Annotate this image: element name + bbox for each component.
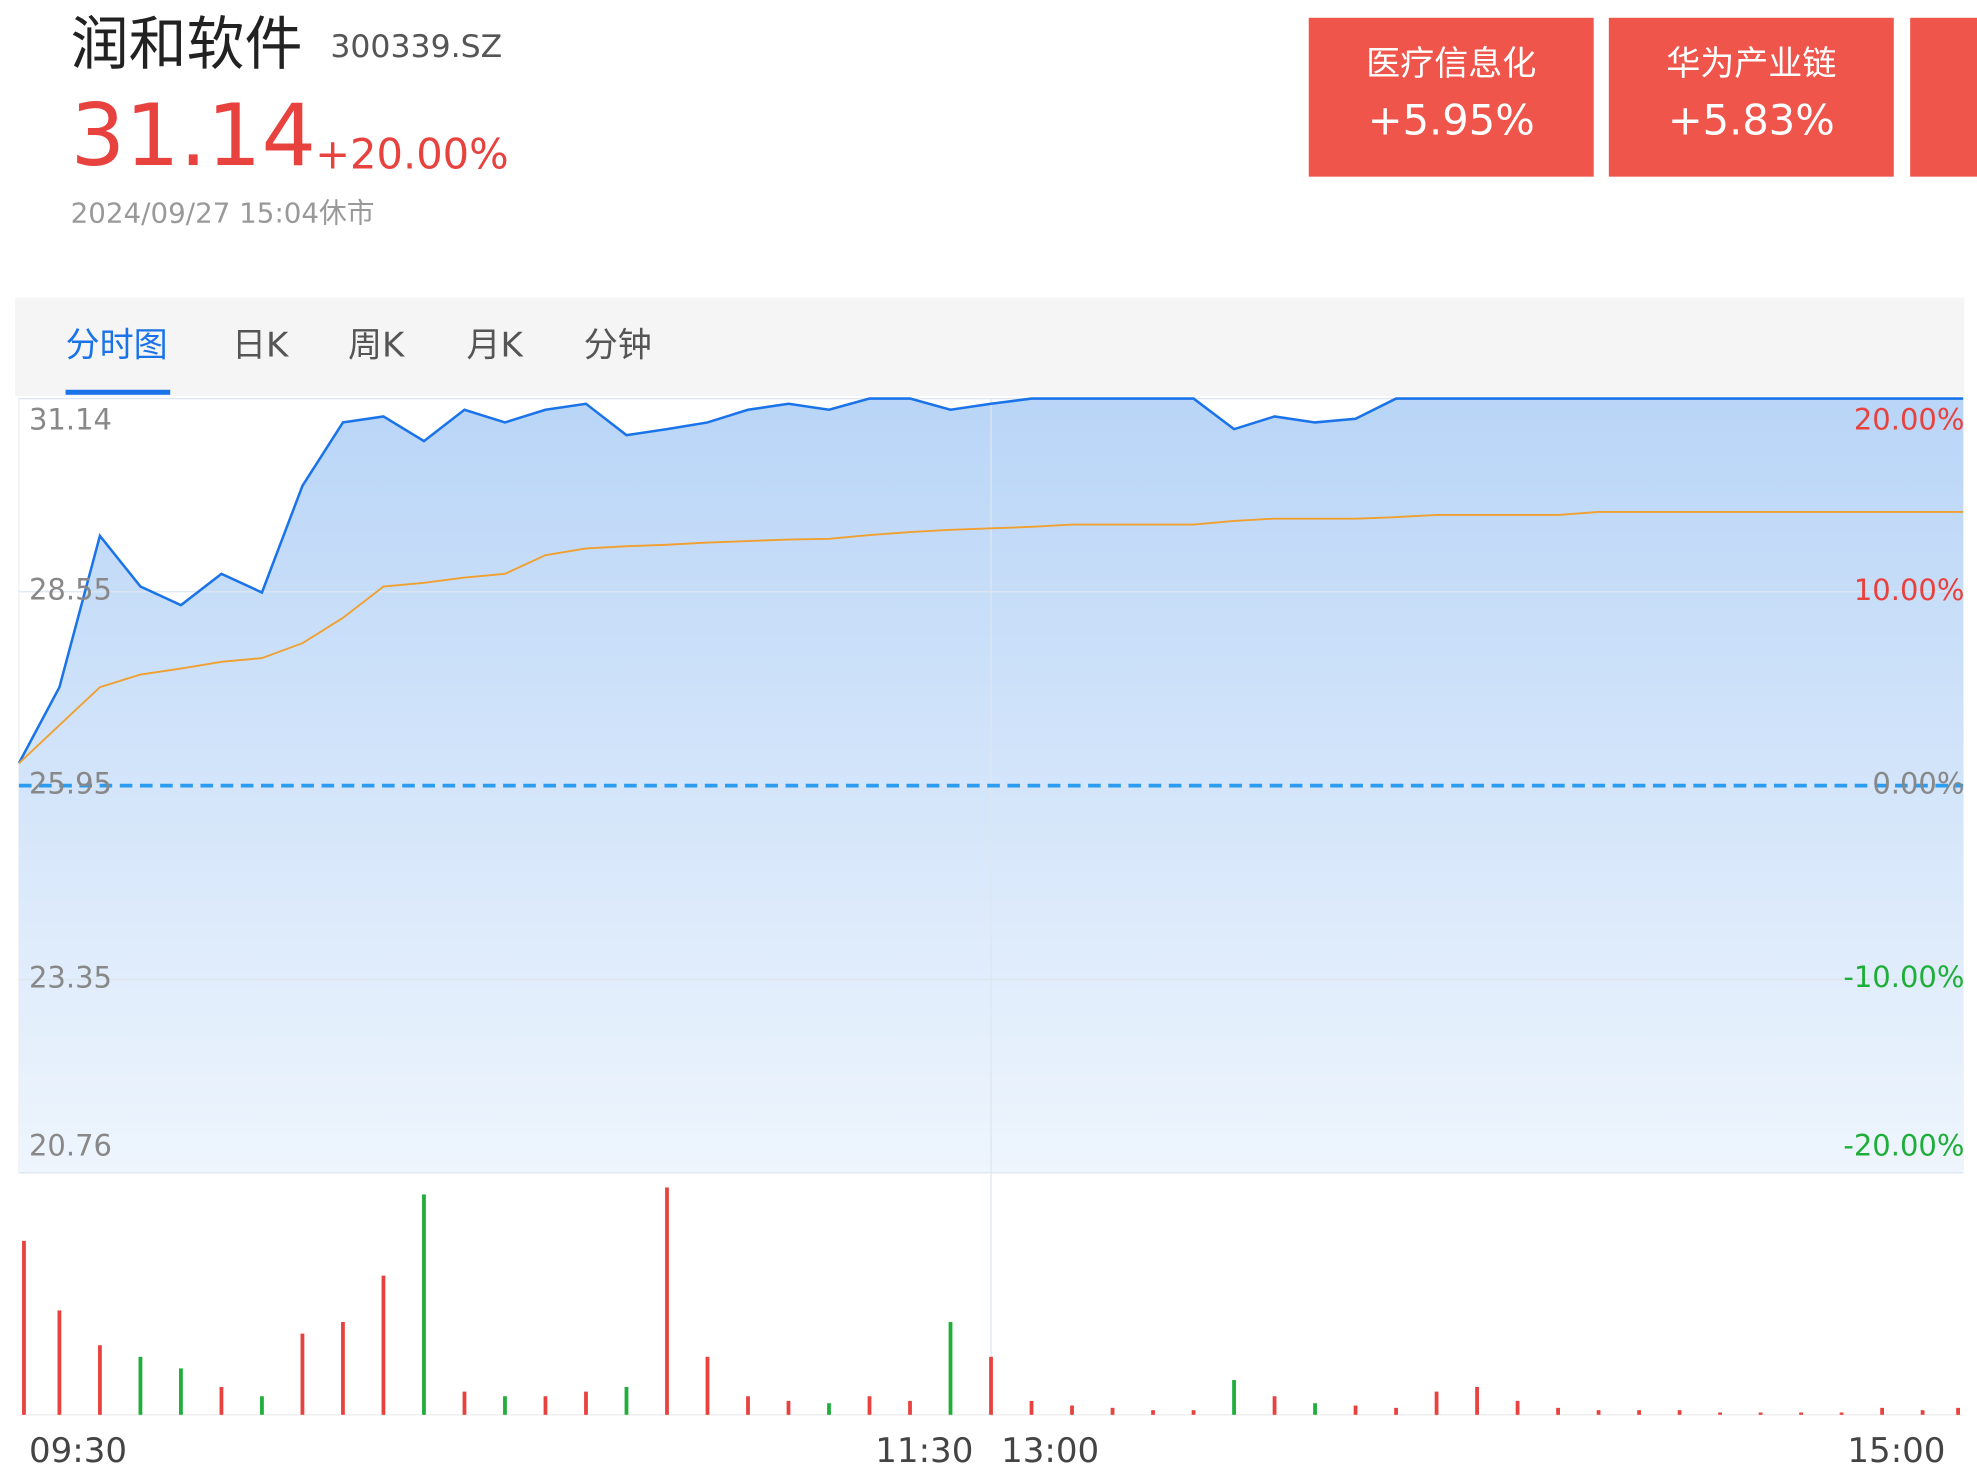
volume-bar — [1880, 1407, 1885, 1415]
tab[interactable]: 分钟 — [584, 325, 652, 365]
volume-bar — [57, 1310, 62, 1415]
volume-bar — [1839, 1412, 1844, 1415]
volume-bar — [1029, 1400, 1034, 1415]
volume-bar — [1677, 1410, 1682, 1415]
volume-bar — [1515, 1400, 1520, 1415]
x-tick-label: 11:30 — [875, 1431, 973, 1471]
sector-change: +5.83% — [1668, 96, 1835, 145]
stock-time: 2024/09/27 15:04休市 — [71, 196, 375, 229]
volume-bar — [1956, 1407, 1960, 1415]
volume-bar — [219, 1386, 224, 1415]
sector-card[interactable]: 华为产业链 +5.83% — [1608, 17, 1894, 177]
volume-bar — [503, 1396, 507, 1415]
y-tick-label: 28.55 — [29, 573, 112, 607]
volume-bar — [1191, 1410, 1196, 1415]
y2-tick-label: 0.00% — [1872, 767, 1964, 801]
sector-card[interactable] — [1910, 17, 1977, 177]
volume-bar — [908, 1400, 912, 1415]
volume-bar — [300, 1333, 305, 1415]
volume-bar — [1475, 1386, 1479, 1415]
stock-code: 300339.SZ — [330, 29, 502, 65]
y-tick-label: 25.95 — [29, 767, 112, 801]
y2-tick-label: 20.00% — [1854, 402, 1965, 436]
volume-bar — [989, 1356, 993, 1415]
volume-bar — [786, 1400, 791, 1415]
volume-bar — [1596, 1410, 1601, 1415]
tab[interactable]: 日K — [232, 325, 290, 365]
y2-tick-label: 10.00% — [1854, 573, 1965, 607]
average-line — [18, 510, 1964, 764]
tab[interactable]: 周K — [348, 325, 406, 365]
volume-bar — [1920, 1410, 1925, 1415]
volume-bar — [1434, 1391, 1439, 1415]
volume-bar — [1313, 1403, 1317, 1415]
sector-card[interactable]: 医疗信息化 +5.95% — [1308, 17, 1594, 177]
x-tick-label: 09:30 — [29, 1431, 127, 1471]
stock-change: +20.00% — [315, 130, 508, 179]
volume-bar — [948, 1322, 953, 1415]
x-tick-label: 15:00 — [1847, 1431, 1945, 1471]
volume-bar — [22, 1240, 26, 1415]
price-line — [17, 397, 1964, 764]
volume-bar — [341, 1322, 345, 1415]
volume-bar — [1353, 1405, 1358, 1415]
volume-bar — [584, 1391, 588, 1415]
volume-bar — [827, 1403, 831, 1415]
volume-bar — [1232, 1380, 1236, 1415]
y-tick-label: 20.76 — [29, 1129, 112, 1163]
volume-bar — [665, 1187, 669, 1415]
volume-bar — [705, 1356, 710, 1415]
volume-bar — [1070, 1405, 1074, 1415]
volume-bar — [1110, 1407, 1115, 1415]
y2-tick-label: -20.00% — [1843, 1129, 1964, 1163]
card-bg — [1308, 17, 1594, 177]
volume-bar — [543, 1396, 548, 1415]
volume-bar — [624, 1386, 629, 1415]
volume-bar — [1799, 1412, 1804, 1415]
stock-name: 润和软件 — [71, 10, 303, 78]
volume-bar — [260, 1396, 264, 1415]
x-tick-label: 13:00 — [1001, 1431, 1099, 1471]
tab[interactable]: 月K — [467, 325, 525, 365]
sector-name: 华为产业链 — [1666, 44, 1836, 84]
tab[interactable]: 分时图 — [66, 325, 168, 365]
y-tick-label: 31.14 — [29, 402, 112, 436]
volume-bar — [1758, 1412, 1763, 1415]
volume-bar — [746, 1396, 750, 1415]
volume-bar — [1718, 1412, 1722, 1415]
card-bg — [1608, 17, 1894, 177]
stock-price: 31.14 — [71, 86, 316, 186]
volume-bar — [179, 1368, 183, 1415]
volume-bar — [1637, 1410, 1641, 1415]
sector-change: +5.95% — [1368, 96, 1535, 145]
y2-tick-label: -10.00% — [1843, 960, 1964, 994]
y-tick-label: 23.35 — [29, 961, 112, 995]
volume-bar — [1272, 1396, 1277, 1415]
volume-bar — [138, 1356, 143, 1415]
volume-bar — [1151, 1410, 1155, 1415]
tab-underline — [65, 389, 171, 395]
volume-bar — [1556, 1407, 1560, 1415]
volume-bar — [462, 1391, 467, 1415]
tab-bar — [15, 297, 1965, 397]
volume-bar — [381, 1275, 386, 1415]
volume-bar — [867, 1396, 872, 1415]
volume-bar — [422, 1194, 426, 1415]
volume-bar — [1394, 1407, 1398, 1415]
sector-name: 医疗信息化 — [1366, 44, 1536, 84]
volume-bar — [98, 1345, 102, 1415]
